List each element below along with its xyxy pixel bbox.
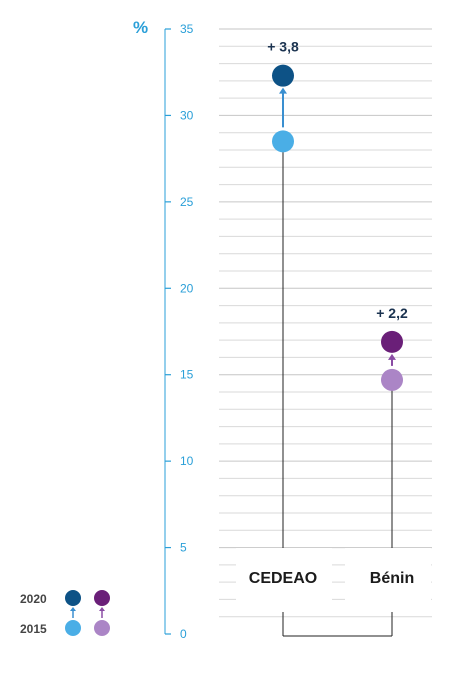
- legend-label-2020: 2020: [20, 592, 47, 606]
- legend-arrow-head: [70, 607, 76, 611]
- delta-label-cedeao: + 3,8: [267, 39, 299, 55]
- change-arrow-head: [279, 87, 287, 94]
- y-tick-label: 0: [180, 627, 187, 641]
- stems: [282, 141, 393, 637]
- y-tick-label: 15: [180, 368, 194, 382]
- category-label-benin: Bénin: [370, 570, 414, 587]
- dot-2020: [381, 330, 403, 353]
- label-box: [345, 548, 431, 610]
- data-marks: [272, 64, 403, 391]
- category-labels: CEDEAO Bénin: [249, 570, 414, 587]
- delta-labels: + 3,8 + 2,2: [267, 39, 408, 321]
- y-tick-label: 25: [180, 195, 194, 209]
- legend-arrow-head: [99, 607, 105, 611]
- legend: 2020 2015: [20, 590, 110, 636]
- legend-dot-2015: [94, 620, 110, 636]
- y-tick-label: 10: [180, 454, 194, 468]
- legend-dot-2015: [65, 620, 81, 636]
- y-tick-label: 5: [180, 541, 187, 555]
- label-box: [236, 548, 332, 610]
- y-tick-label: 30: [180, 108, 194, 122]
- dot-2015: [381, 368, 403, 391]
- legend-dot-2020: [94, 590, 110, 606]
- gridlines: [219, 28, 432, 618]
- change-arrow-head: [388, 353, 396, 360]
- dot-2020: [272, 64, 294, 87]
- legend-dot-2020: [65, 590, 81, 606]
- category-label-boxes: [236, 548, 431, 610]
- y-tick-label: 35: [180, 22, 194, 36]
- category-label-cedeao: CEDEAO: [249, 570, 317, 587]
- y-axis: % 0 5 10 15 20 25 30 35: [133, 18, 194, 641]
- delta-label-benin: + 2,2: [376, 305, 408, 321]
- legend-label-2015: 2015: [20, 622, 47, 636]
- y-axis-unit: %: [133, 18, 148, 37]
- y-tick-label: 20: [180, 281, 194, 295]
- dot-2015: [272, 130, 294, 153]
